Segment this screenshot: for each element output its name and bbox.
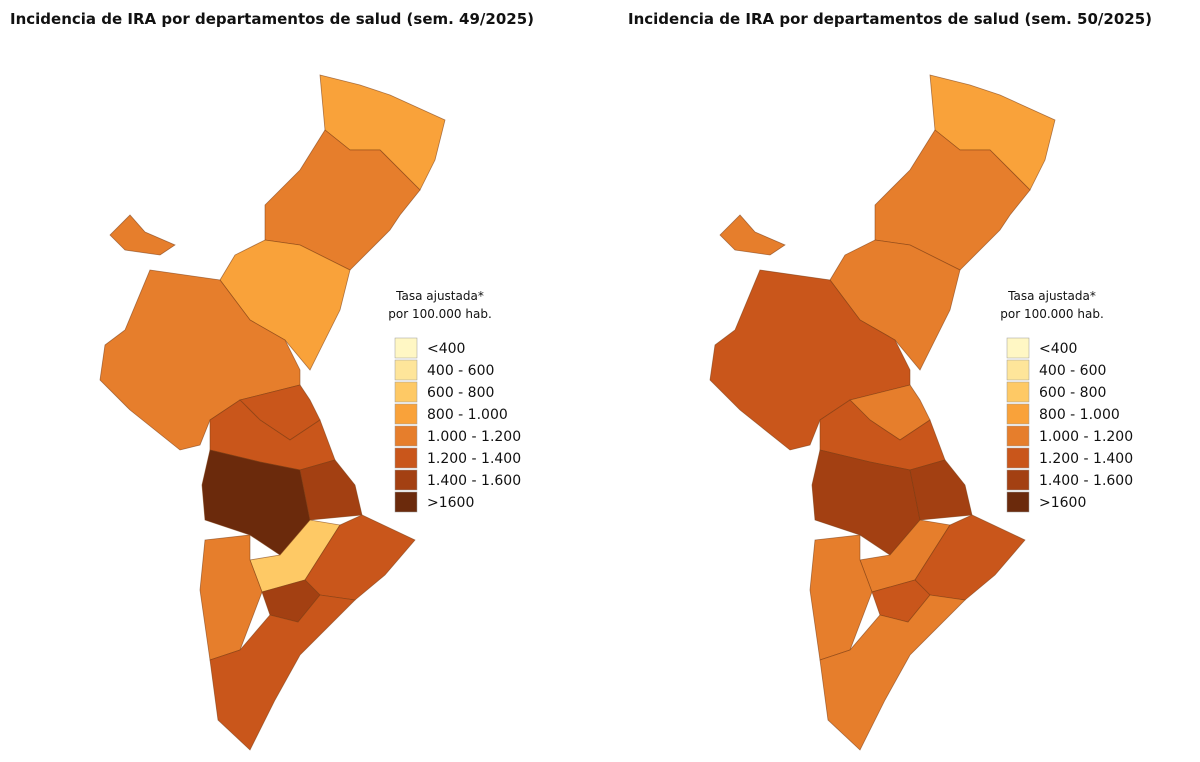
legend-label: >1600 <box>427 495 474 511</box>
map-title: Incidencia de IRA por departamentos de s… <box>628 10 1152 28</box>
legend-label: 1.200 - 1.400 <box>427 451 521 467</box>
region <box>264 129 421 271</box>
legend-swatch <box>1006 447 1030 469</box>
legend-label: >1600 <box>1039 495 1086 511</box>
legend-swatch <box>1006 381 1030 403</box>
legend-label: 1.200 - 1.400 <box>1039 451 1133 467</box>
region <box>109 214 176 256</box>
legend-swatch <box>1006 359 1030 381</box>
legend-swatch <box>394 403 418 425</box>
legend-label: <400 <box>1039 341 1077 357</box>
legend-swatch <box>1006 403 1030 425</box>
legend-swatch <box>1006 337 1030 359</box>
legend-label: 400 - 600 <box>427 363 494 379</box>
legend-title: por 100.000 hab. <box>1000 307 1104 321</box>
legend-label: 1.400 - 1.600 <box>1039 473 1133 489</box>
region <box>199 534 263 661</box>
legend-label: 1.400 - 1.600 <box>427 473 521 489</box>
region <box>209 594 356 751</box>
legend-swatch <box>394 447 418 469</box>
region <box>909 459 973 521</box>
legend-title: por 100.000 hab. <box>388 307 492 321</box>
legend-label: <400 <box>427 341 465 357</box>
legend-label: 600 - 800 <box>1039 385 1106 401</box>
region <box>874 129 1031 271</box>
legend-title: Tasa ajustada* <box>1007 289 1096 303</box>
legend-swatch <box>394 469 418 491</box>
legend-label: 800 - 1.000 <box>427 407 508 423</box>
legend-label: 1.000 - 1.200 <box>427 429 521 445</box>
legend-swatch <box>394 381 418 403</box>
legend-swatch <box>394 337 418 359</box>
region <box>819 594 966 751</box>
legend: Tasa ajustada* por 100.000 hab. <400 400 - … <box>1000 289 1133 513</box>
legend-swatch <box>394 425 418 447</box>
region <box>299 459 363 521</box>
legend-swatch <box>1006 469 1030 491</box>
legend-swatch <box>394 491 418 513</box>
region <box>809 534 873 661</box>
map-right <box>709 74 1056 751</box>
legend-swatch <box>1006 491 1030 513</box>
map-left <box>99 74 446 751</box>
map-title: Incidencia de IRA por departamentos de s… <box>10 10 534 28</box>
legend-label: 600 - 800 <box>427 385 494 401</box>
legend-label: 1.000 - 1.200 <box>1039 429 1133 445</box>
legend-title: Tasa ajustada* <box>395 289 484 303</box>
region <box>719 214 786 256</box>
legend: Tasa ajustada* por 100.000 hab. <400 400 - … <box>388 289 521 513</box>
legend-label: 400 - 600 <box>1039 363 1106 379</box>
region <box>829 239 961 371</box>
legend-label: 800 - 1.000 <box>1039 407 1120 423</box>
legend-swatch <box>1006 425 1030 447</box>
legend-swatch <box>394 359 418 381</box>
region <box>219 239 351 371</box>
